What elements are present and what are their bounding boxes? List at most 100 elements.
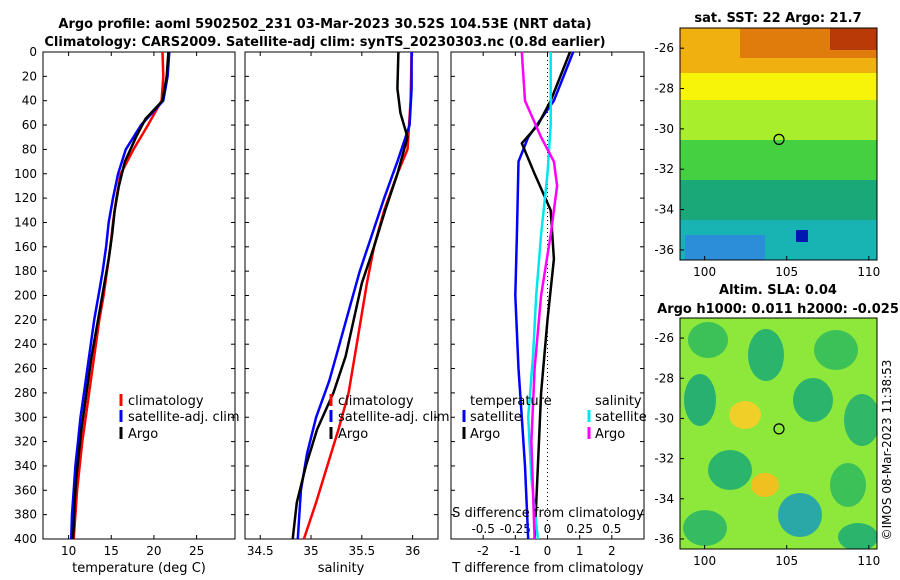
sla-eddy bbox=[793, 378, 833, 422]
legend-argo: Argo bbox=[338, 427, 368, 442]
sst-frame bbox=[679, 27, 878, 261]
sla-eddy bbox=[729, 401, 761, 429]
legend-t-satellite: satellite bbox=[470, 410, 522, 425]
x-tick-label: 0.25 bbox=[566, 522, 593, 536]
x-tick-label: 0.5 bbox=[602, 522, 621, 536]
sst-band-red bbox=[830, 28, 877, 50]
series-line-s-satellite bbox=[526, 52, 552, 540]
salinity-difference-x-axis: -0.5-0.2500.250.5 bbox=[471, 522, 621, 536]
salinity-legend: climatology satellite-adj. clim Argo bbox=[329, 394, 450, 442]
map-y-tick-label: -36 bbox=[654, 243, 674, 257]
temperature-legend: climatology satellite-adj. clim Argo bbox=[119, 394, 240, 442]
x-tick-label: 2 bbox=[608, 544, 616, 558]
depth-tick-label: 140 bbox=[14, 215, 37, 229]
map-y-tick-label: -34 bbox=[654, 492, 674, 506]
x-tick-label: 20 bbox=[146, 544, 161, 558]
depth-tick-label: 20 bbox=[22, 69, 37, 83]
depth-tick-label: 300 bbox=[14, 410, 37, 424]
x-tick-label: 35 bbox=[303, 544, 318, 558]
depth-tick-label: 160 bbox=[14, 240, 37, 254]
difference-x-axis: -2 -1 0 1 2 bbox=[477, 52, 616, 558]
map-x-tick-label: 100 bbox=[693, 554, 716, 568]
series-line-argo bbox=[71, 51, 170, 540]
sst-axes-ticks: 100 105 110 -26 -28 -30 -32 -34 -36 bbox=[654, 41, 880, 279]
depth-tick-label: 340 bbox=[14, 459, 37, 473]
x-tick-label: 15 bbox=[104, 544, 119, 558]
map-y-tick-label: -34 bbox=[654, 203, 674, 217]
legend-climatology: climatology bbox=[128, 394, 204, 409]
sla-eddy bbox=[838, 523, 877, 549]
depth-tick-label: 380 bbox=[14, 508, 37, 522]
x-tick-label: -1 bbox=[509, 544, 521, 558]
sla-eddy bbox=[830, 463, 866, 507]
x-tick-label: 36 bbox=[405, 544, 420, 558]
series-line-satellite-adj-clim bbox=[69, 51, 171, 540]
map-y-tick-label: -28 bbox=[654, 371, 674, 385]
sst-title: sat. SST: 22 Argo: 21.7 bbox=[694, 11, 861, 26]
sla-argo-marker bbox=[773, 423, 785, 435]
x-tick-label: -2 bbox=[477, 544, 489, 558]
legend-t-argo: Argo bbox=[470, 427, 500, 442]
sla-eddy bbox=[708, 450, 752, 490]
map-x-tick-label: 110 bbox=[857, 554, 880, 568]
series-line-argo bbox=[291, 51, 409, 540]
series-line-t-satellite bbox=[514, 51, 575, 540]
salinity-series bbox=[291, 51, 413, 540]
depth-tick-label: 0 bbox=[29, 45, 37, 59]
sst-band-blue bbox=[685, 235, 765, 260]
temperature-axes bbox=[42, 51, 236, 540]
depth-tick-label: 280 bbox=[14, 386, 37, 400]
x-tick-label: 35.5 bbox=[348, 544, 375, 558]
legend-argo: Argo bbox=[128, 427, 158, 442]
sla-eddy bbox=[748, 329, 784, 381]
s-difference-xlabel: S difference from climatology bbox=[452, 506, 644, 521]
temperature-xlabel: temperature (deg C) bbox=[72, 561, 206, 576]
depth-tick-label: 100 bbox=[14, 167, 37, 181]
x-tick-label: 1 bbox=[576, 544, 584, 558]
sst-band-lightgreen bbox=[680, 100, 877, 140]
x-tick-label: 25 bbox=[189, 544, 204, 558]
map-y-tick-label: -32 bbox=[654, 162, 674, 176]
legend-climatology: climatology bbox=[338, 394, 414, 409]
series-line-climatology bbox=[72, 51, 165, 540]
map-y-tick-label: -36 bbox=[654, 532, 674, 546]
sla-heatmap bbox=[680, 318, 877, 549]
sla-axes-ticks: 100 105 110 -26 -28 -30 -32 -34 -36 bbox=[654, 331, 880, 568]
depth-tick-label: 200 bbox=[14, 289, 37, 303]
depth-tick-label: 80 bbox=[22, 142, 37, 156]
title-line2: Climatology: CARS2009. Satellite-adj cli… bbox=[44, 35, 605, 50]
imos-watermark: ©IMOS 08-Mar-2023 11:38:53 bbox=[880, 360, 894, 541]
depth-tick-label: 120 bbox=[14, 191, 37, 205]
sla-frame bbox=[679, 317, 878, 550]
depth-tick-label: 40 bbox=[22, 94, 37, 108]
depth-tick-label: 240 bbox=[14, 337, 37, 351]
map-y-tick-label: -30 bbox=[654, 411, 674, 425]
legend-t-title: temperature bbox=[470, 394, 552, 409]
sla-eddy bbox=[778, 493, 822, 537]
sla-title: Altim. SLA: 0.04 bbox=[719, 283, 837, 298]
difference-xlabel: T difference from climatology bbox=[451, 561, 644, 576]
series-line-climatology bbox=[302, 51, 413, 540]
sla-eddy bbox=[844, 394, 877, 446]
x-tick-label: 10 bbox=[61, 544, 76, 558]
sla-eddy bbox=[684, 374, 716, 426]
depth-tick-label: 220 bbox=[14, 313, 37, 327]
map-x-tick-label: 100 bbox=[693, 265, 716, 279]
x-tick-label: -0.25 bbox=[500, 522, 531, 536]
depth-tick-label: 400 bbox=[14, 532, 37, 546]
map-y-tick-label: -28 bbox=[654, 82, 674, 96]
temperature-series bbox=[69, 51, 171, 540]
difference-series bbox=[514, 51, 575, 540]
sla-eddy bbox=[683, 510, 727, 546]
x-tick-label: 0 bbox=[544, 544, 552, 558]
sst-band-teal bbox=[680, 180, 877, 220]
x-tick-label: -0.5 bbox=[471, 522, 494, 536]
x-tick-label: 34.5 bbox=[247, 544, 274, 558]
series-line-s-argo bbox=[520, 51, 559, 540]
map-y-tick-label: -30 bbox=[654, 122, 674, 136]
depth-tick-label: 360 bbox=[14, 483, 37, 497]
difference-axes bbox=[450, 51, 645, 540]
map-y-tick-label: -26 bbox=[654, 331, 674, 345]
map-x-tick-label: 110 bbox=[857, 265, 880, 279]
sla-eddy bbox=[751, 473, 779, 497]
